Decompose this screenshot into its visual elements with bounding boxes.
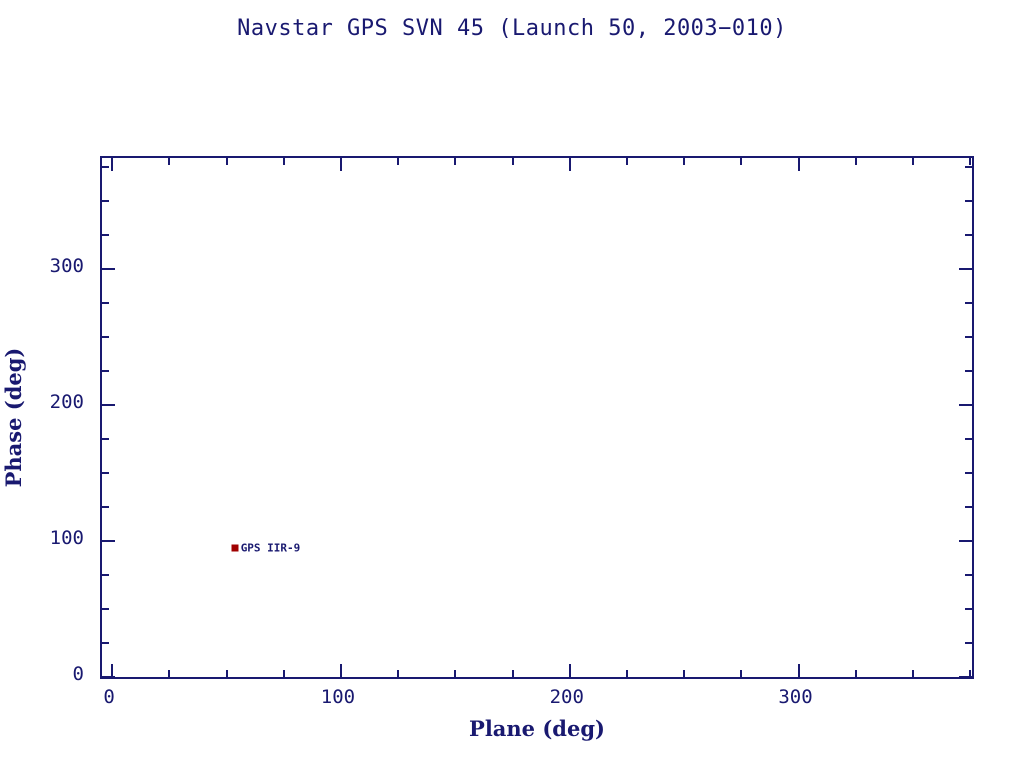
x-axis-title: Plane (deg) [469, 716, 605, 741]
y-tick-right-175 [965, 437, 972, 440]
x-tick-100 [339, 664, 342, 677]
y-tick-325 [102, 234, 109, 237]
x-tick-top-100 [339, 158, 342, 171]
y-tick-225 [102, 369, 109, 372]
y-tick-50 [102, 607, 109, 610]
x-tick-200 [568, 664, 571, 677]
y-tick-350 [102, 200, 109, 203]
x-tick-top-50 [225, 158, 228, 165]
x-tick-top-225 [625, 158, 628, 165]
x-tick-175 [511, 670, 514, 677]
x-tick-top-25 [168, 158, 171, 165]
x-tick-top-0 [111, 158, 114, 171]
y-tick-right-75 [965, 573, 972, 576]
x-tick-top-350 [911, 158, 914, 165]
x-tick-top-325 [854, 158, 857, 165]
x-tick-225 [625, 670, 628, 677]
x-tick-0 [111, 664, 114, 677]
y-tick-375 [102, 166, 109, 169]
y-tick-right-50 [965, 607, 972, 610]
x-tick-label-100: 100 [320, 686, 356, 708]
y-tick-25 [102, 641, 109, 644]
x-tick-375 [969, 670, 972, 677]
x-tick-top-200 [568, 158, 571, 171]
x-tick-top-175 [511, 158, 514, 165]
y-tick-label-100: 100 [49, 526, 84, 549]
x-tick-top-150 [454, 158, 457, 165]
y-tick-right-150 [965, 471, 972, 474]
chart-title: Navstar GPS SVN 45 (Launch 50, 2003−010) [237, 16, 787, 41]
x-tick-75 [282, 670, 285, 677]
x-tick-300 [797, 664, 800, 677]
x-tick-350 [911, 670, 914, 677]
y-tick-300 [102, 268, 115, 271]
y-tick-right-325 [965, 234, 972, 237]
data-point-label: GPS IIR-9 [240, 541, 301, 555]
y-tick-label-0: 0 [72, 662, 84, 685]
x-tick-top-75 [282, 158, 285, 165]
x-tick-label-0: 0 [103, 686, 115, 708]
x-tick-label-300: 300 [778, 686, 813, 708]
y-tick-100 [102, 539, 115, 542]
x-tick-25 [168, 670, 171, 677]
y-tick-175 [102, 437, 109, 440]
x-tick-250 [683, 670, 686, 677]
y-tick-150 [102, 471, 109, 474]
plot-inner: GPS IIR-9 [102, 158, 972, 678]
x-tick-label-200: 200 [549, 686, 584, 708]
y-tick-right-250 [965, 335, 972, 338]
y-tick-0 [102, 675, 115, 678]
y-tick-right-275 [965, 301, 972, 304]
x-tick-top-250 [683, 158, 686, 165]
y-tick-right-375 [965, 166, 972, 169]
x-tick-top-300 [797, 158, 800, 171]
y-tick-right-0 [959, 675, 972, 678]
y-tick-75 [102, 573, 109, 576]
plot-area: GPS IIR-9 [100, 156, 974, 679]
y-tick-200 [102, 403, 115, 406]
x-tick-325 [854, 670, 857, 677]
y-tick-right-200 [959, 403, 972, 406]
x-tick-50 [225, 670, 228, 677]
y-tick-125 [102, 505, 109, 508]
x-tick-150 [454, 670, 457, 677]
x-tick-275 [740, 670, 743, 677]
y-axis-title: Phase (deg) [1, 347, 26, 488]
y-tick-right-225 [965, 369, 972, 372]
y-tick-label-300: 300 [49, 255, 84, 278]
y-tick-label-200: 200 [49, 390, 84, 413]
data-point[interactable] [231, 544, 239, 552]
y-tick-right-25 [965, 641, 972, 644]
y-tick-right-125 [965, 505, 972, 508]
y-tick-right-300 [959, 268, 972, 271]
x-tick-125 [397, 670, 400, 677]
x-tick-top-275 [740, 158, 743, 165]
x-tick-top-375 [969, 158, 972, 165]
x-tick-top-125 [397, 158, 400, 165]
y-tick-275 [102, 301, 109, 304]
y-tick-right-350 [965, 200, 972, 203]
y-tick-250 [102, 335, 109, 338]
y-tick-right-100 [959, 539, 972, 542]
